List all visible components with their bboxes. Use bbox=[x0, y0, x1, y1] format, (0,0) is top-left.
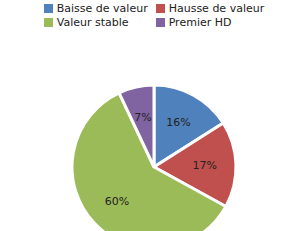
html-text:Hausse de valeur: Hausse de valeur bbox=[168, 2, 265, 15]
html-text:Valeur stable: Valeur stable bbox=[56, 16, 129, 29]
svg-text:60%: 60% bbox=[105, 195, 129, 208]
svg-text:7%: 7% bbox=[134, 111, 151, 124]
svg-text:16%: 16% bbox=[166, 116, 190, 129]
html-text:Baisse de valeur: Baisse de valeur bbox=[56, 2, 148, 15]
svg-text:17%: 17% bbox=[193, 159, 217, 172]
html-text:Premier HD: Premier HD bbox=[168, 16, 232, 29]
